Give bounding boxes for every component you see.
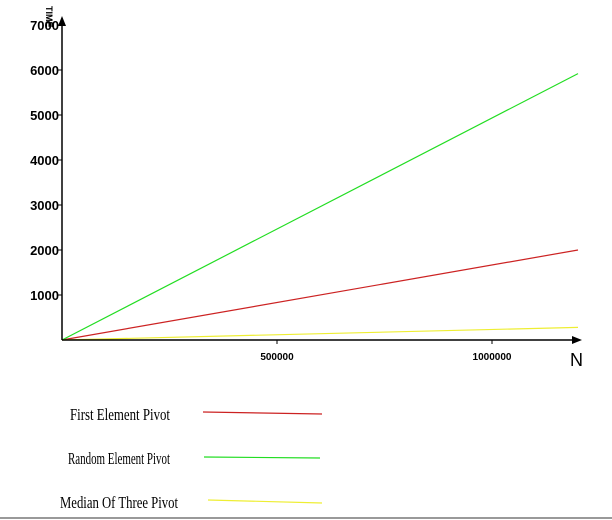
series-line-3 <box>61 326 579 341</box>
y-axis-arrow <box>58 16 66 26</box>
legend-label-1: First Element Pivot <box>70 405 170 424</box>
y-tick-label: 1000 <box>30 288 59 303</box>
y-tick-label: 5000 <box>30 108 59 123</box>
x-tick-label: 1000000 <box>473 352 512 363</box>
series-line-2 <box>61 73 579 341</box>
y-axis-title: TIME <box>44 6 54 28</box>
legend-label-2: Random Element Pivot <box>68 449 170 468</box>
legend-swatch-1 <box>202 411 323 415</box>
series-line-1 <box>61 249 579 341</box>
y-tick-label: 3000 <box>30 198 59 213</box>
series-layer <box>61 73 579 341</box>
y-tick-label: 2000 <box>30 243 59 258</box>
x-axis-title: N <box>570 350 583 370</box>
x-axis-arrow <box>572 336 582 344</box>
y-tick-label: 4000 <box>30 153 59 168</box>
y-tick-label: 6000 <box>30 63 59 78</box>
legend-label-3: Median Of Three Pivot <box>60 493 178 512</box>
y-tick-label: 7000 <box>30 18 59 33</box>
y-ticks: 1000 2000 3000 4000 5000 6000 7000 <box>30 18 62 303</box>
legend-swatch-2 <box>203 456 321 459</box>
x-ticks: 500000 1000000 <box>260 340 512 363</box>
x-tick-label: 500000 <box>260 352 294 363</box>
legend-swatch-3 <box>207 499 323 504</box>
legend: First Element Pivot Random Element Pivot M… <box>60 405 323 512</box>
